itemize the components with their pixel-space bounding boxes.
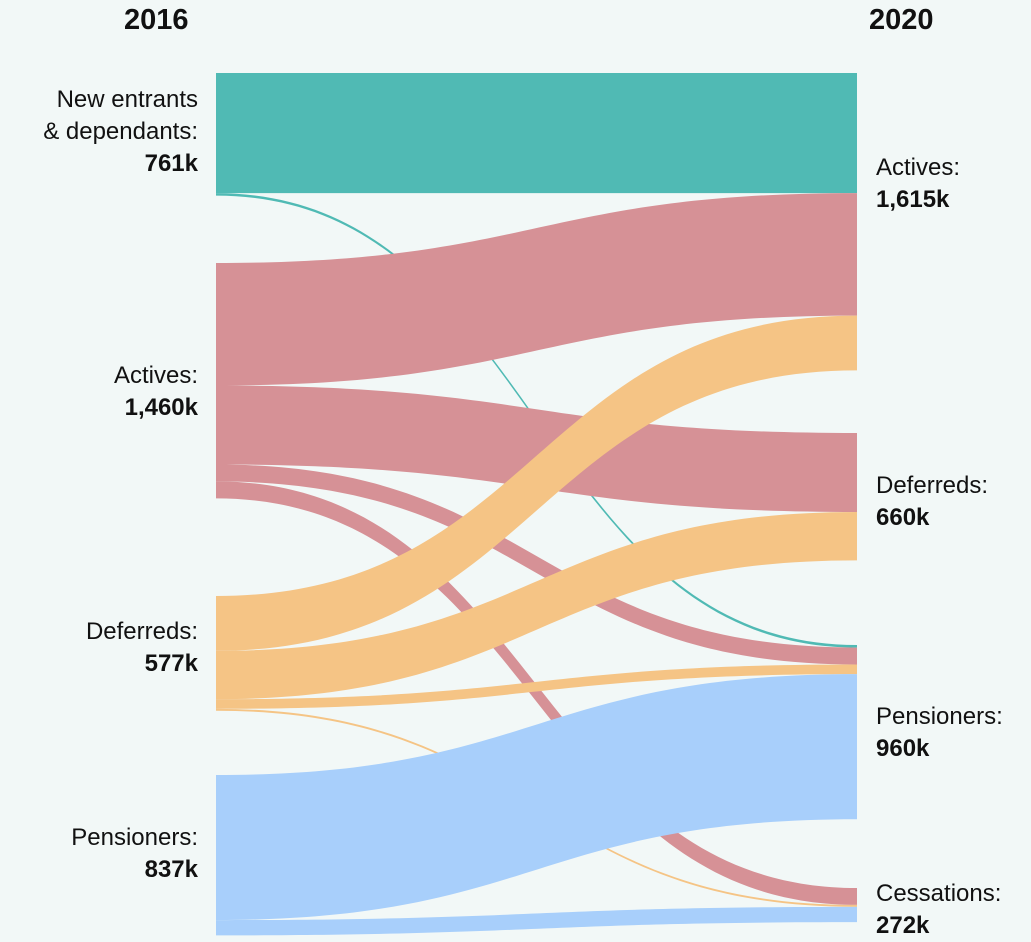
- left-label-new-entrants-value: 761k: [144, 150, 198, 177]
- right-label-cessations-value: 272k: [876, 912, 930, 939]
- year-2016-header: 2016: [124, 4, 189, 36]
- left-label-actives-value: 1,460k: [124, 394, 198, 421]
- right-label-cessations-name: Cessations:: [876, 880, 1002, 907]
- flow-act-to-ces: [216, 481, 857, 905]
- right-label-actives: Actives: 1,615k: [876, 152, 960, 216]
- right-label-deferreds-value: 660k: [876, 504, 930, 531]
- right-label-pensioners-name: Pensioners:: [876, 703, 1003, 730]
- right-label-deferreds-name: Deferreds:: [876, 472, 989, 499]
- left-label-pensioners: Pensioners: 837k: [71, 822, 198, 886]
- right-label-cessations: Cessations: 272k: [876, 878, 1001, 942]
- left-label-deferreds-value: 577k: [144, 650, 198, 677]
- right-label-pensioners-value: 960k: [876, 735, 930, 762]
- left-label-actives-name: Actives:: [113, 362, 198, 389]
- right-label-actives-value: 1,615k: [876, 186, 950, 213]
- left-label-new-entrants: New entrants & dependants: 761k: [43, 84, 198, 180]
- flow-act-to-pen: [216, 464, 857, 665]
- right-label-pensioners: Pensioners: 960k: [876, 701, 1003, 765]
- right-label-actives-name: Actives:: [876, 154, 961, 181]
- flow-def-to-pen: [216, 664, 857, 709]
- flow-new-to-act: [216, 73, 857, 194]
- left-label-pensioners-name: Pensioners:: [71, 824, 198, 851]
- left-label-deferreds-name: Deferreds:: [85, 618, 198, 645]
- flow-pen-to-pen: [216, 674, 857, 921]
- flow-def-to-act: [216, 315, 857, 651]
- flow-act-to-act: [216, 193, 857, 386]
- left-label-new-entrants-name: New entrants & dependants:: [43, 86, 198, 145]
- flow-pen-to-ces: [216, 906, 857, 936]
- year-2020-header: 2020: [869, 4, 934, 36]
- left-label-actives: Actives: 1,460k: [114, 360, 198, 424]
- left-label-deferreds: Deferreds: 577k: [86, 616, 198, 680]
- right-label-deferreds: Deferreds: 660k: [876, 470, 988, 534]
- flow-def-to-def: [216, 511, 857, 700]
- left-label-pensioners-value: 837k: [144, 856, 198, 883]
- flow-act-to-def: [216, 385, 857, 512]
